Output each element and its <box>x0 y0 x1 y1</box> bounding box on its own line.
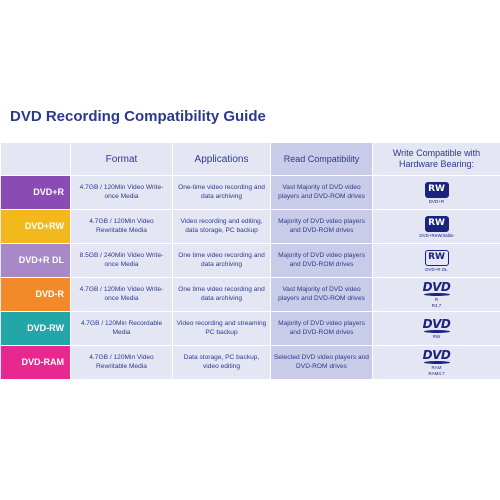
logo-caption: DVD+ReWritable <box>419 232 454 238</box>
applications-cell: Video recording and streaming PC backup <box>172 311 271 346</box>
format-label: DVD-RW <box>0 311 71 346</box>
header-row: Format Applications Read Compatibility W… <box>0 142 500 176</box>
format-cell: 4.7GB / 120Min Recordable Media <box>70 311 173 346</box>
rw-mark: RW <box>424 249 449 266</box>
format-cell: 4.7GB / 120Min Video Rewritable Media <box>70 345 173 380</box>
dvd-mark: DVD <box>422 280 451 294</box>
applications-cell: Video recording and editing, data storag… <box>172 209 271 244</box>
compatibility-table: Format Applications Read Compatibility W… <box>0 142 500 380</box>
logo-caption: DVD+R DL <box>425 266 448 272</box>
write-compatibility-cell: DVD RAM RAM4.7 <box>372 345 500 380</box>
format-label: DVD-R <box>0 277 71 312</box>
table-row: DVD-R 4.7GB / 120Min Video Write-once Med… <box>0 277 500 312</box>
dvd-logo-icon: DVD RAM RAM4.7 <box>423 349 451 376</box>
table-row: DVD+RW 4.7GB / 120Min Video Rewritable Me… <box>0 209 500 244</box>
read-compatibility-cell: Majority of DVD video players and DVD-RO… <box>270 311 373 346</box>
rw-logo-icon: RW DVD+R <box>424 181 449 204</box>
dvd-mark: DVD <box>422 317 451 331</box>
table-row: DVD+R 4.7GB / 120Min Video Write-once Med… <box>0 175 500 210</box>
format-label: DVD+RW <box>0 209 71 244</box>
read-compatibility-cell: Majority of DVD video players and DVD-RO… <box>270 209 373 244</box>
write-compatibility-cell: RW DVD+R DL <box>372 243 500 278</box>
applications-cell: One-time video recording and data archiv… <box>172 175 271 210</box>
write-compatibility-cell: RW DVD+R <box>372 175 500 210</box>
applications-cell: Data storage, PC backup, video editing <box>172 345 271 380</box>
logo-sub: RW <box>432 334 441 339</box>
header-write-compatibility: Write Compatible with Hardware Bearing: <box>372 142 500 176</box>
rw-logo-icon: RW DVD+ReWritable <box>419 215 454 238</box>
write-compatibility-cell: DVD R R4.7 <box>372 277 500 312</box>
dvd-logo-icon: DVD R R4.7 <box>423 281 451 308</box>
dvd-logo-icon: DVD RW <box>423 318 451 339</box>
format-label: DVD+R <box>0 175 71 210</box>
format-label: DVD+R DL <box>0 243 71 278</box>
header-format: Format <box>70 142 173 176</box>
read-compatibility-cell: Majority of DVD video players and DVD-RO… <box>270 243 373 278</box>
read-compatibility-cell: Vast Majority of DVD video players and D… <box>270 175 373 210</box>
format-cell: 4.7GB / 120Min Video Write-once Media <box>70 175 173 210</box>
header-applications: Applications <box>172 142 271 176</box>
logo-caption: DVD+R <box>428 198 445 204</box>
dvd-mark: DVD <box>422 348 451 362</box>
rw-mark: RW <box>424 215 449 232</box>
disc-icon <box>423 361 450 364</box>
logo-extra: RAM4.7 <box>428 371 445 376</box>
disc-icon <box>423 293 450 296</box>
logo-sub: R <box>434 297 439 302</box>
applications-cell: One time video recording and data archiv… <box>172 277 271 312</box>
read-compatibility-cell: Vast Majority of DVD video players and D… <box>270 277 373 312</box>
logo-sub: RAM <box>431 365 442 370</box>
table-row: DVD-RW 4.7GB / 120Min Recordable Media Vid… <box>0 311 500 346</box>
format-cell: 8.5GB / 240Min Video Write-once Media <box>70 243 173 278</box>
applications-cell: One time video recording and data archiv… <box>172 243 271 278</box>
rw-logo-icon: RW DVD+R DL <box>424 249 449 272</box>
write-compatibility-cell: DVD RW <box>372 311 500 346</box>
header-read-compatibility: Read Compatibility <box>270 142 373 176</box>
page-title: DVD Recording Compatibility Guide <box>10 108 266 125</box>
disc-icon <box>423 330 450 333</box>
format-cell: 4.7GB / 120Min Video Rewritable Media <box>70 209 173 244</box>
table-row: DVD-RAM 4.7GB / 120Min Video Rewritable M… <box>0 345 500 380</box>
header-blank-cell <box>0 142 71 176</box>
format-label: DVD-RAM <box>0 345 71 380</box>
logo-extra: R4.7 <box>431 303 442 308</box>
read-compatibility-cell: Selected DVD video players and DVD-ROM d… <box>270 345 373 380</box>
rw-mark: RW <box>424 181 449 198</box>
format-cell: 4.7GB / 120Min Video Write-once Media <box>70 277 173 312</box>
table-row: DVD+R DL 8.5GB / 240Min Video Write-once … <box>0 243 500 278</box>
write-compatibility-cell: RW DVD+ReWritable <box>372 209 500 244</box>
